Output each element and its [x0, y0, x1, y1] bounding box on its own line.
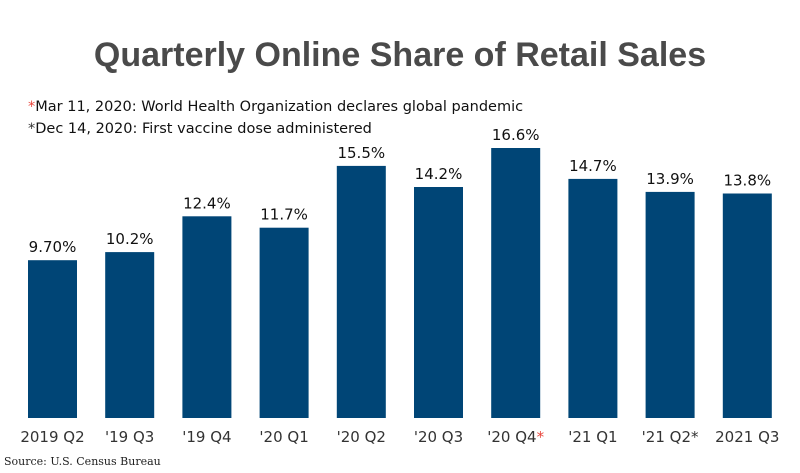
- bar-9: [645, 191, 695, 418]
- bar-1: [28, 260, 77, 418]
- value-label-3: 12.4%: [183, 194, 231, 212]
- value-label-6: 14.2%: [415, 165, 463, 183]
- x-tick-8: '21 Q1: [568, 428, 617, 446]
- annotation-1: *Mar 11, 2020: World Health Organization…: [28, 99, 523, 115]
- source-note: Source: U.S. Census Bureau: [4, 455, 161, 468]
- x-tick-7: '20 Q4*: [487, 428, 544, 446]
- x-tick-4: '20 Q1: [259, 428, 308, 446]
- bar-2: [105, 252, 155, 418]
- x-tick-6: '20 Q3: [414, 428, 463, 446]
- x-tick-2: '19 Q3: [105, 428, 154, 446]
- x-tick-9-marker: *: [691, 428, 699, 446]
- value-label-8: 14.7%: [569, 157, 617, 175]
- annotation-2-text: Dec 14, 2020: First vaccine dose adminis…: [35, 121, 372, 137]
- x-tick-7-marker: *: [537, 428, 545, 446]
- annotation-2: *Dec 14, 2020: First vaccine dose admini…: [28, 121, 372, 137]
- x-axis-ticks: 2019 Q2 '19 Q3 '19 Q4 '20 Q1 '20 Q2 '20 Q3 '20…: [20, 428, 779, 446]
- annotation-1-text: Mar 11, 2020: World Health Organization …: [35, 99, 523, 115]
- x-tick-3: '19 Q4: [182, 428, 231, 446]
- bar-5: [336, 165, 386, 418]
- bar-6: [414, 187, 463, 418]
- bars: [28, 148, 772, 418]
- x-tick-10: 2021 Q3: [715, 428, 779, 446]
- bar-4: [259, 227, 309, 418]
- annotation-1-marker: *: [28, 99, 35, 115]
- x-tick-1: 2019 Q2: [20, 428, 84, 446]
- bar-8: [568, 178, 618, 418]
- value-label-4: 11.7%: [260, 206, 308, 224]
- value-label-1: 9.70%: [29, 238, 77, 256]
- bar-3: [182, 216, 232, 418]
- value-label-9: 13.9%: [646, 170, 694, 188]
- value-label-10: 13.8%: [723, 172, 771, 190]
- value-label-5: 15.5%: [337, 144, 385, 162]
- annotations: *Mar 11, 2020: World Health Organization…: [28, 99, 523, 137]
- value-label-7: 16.6%: [492, 126, 540, 144]
- annotation-2-marker: *: [28, 121, 35, 137]
- bar-10: [722, 193, 772, 418]
- value-labels: 9.70% 10.2% 12.4% 11.7% 15.5% 14.2% 16.6% 14.7%…: [29, 126, 771, 256]
- value-label-2: 10.2%: [106, 230, 154, 248]
- bar-7: [491, 148, 541, 418]
- chart-title: Quarterly Online Share of Retail Sales: [94, 36, 706, 74]
- x-tick-5: '20 Q2: [337, 428, 386, 446]
- x-tick-9: '21 Q2*: [642, 428, 699, 446]
